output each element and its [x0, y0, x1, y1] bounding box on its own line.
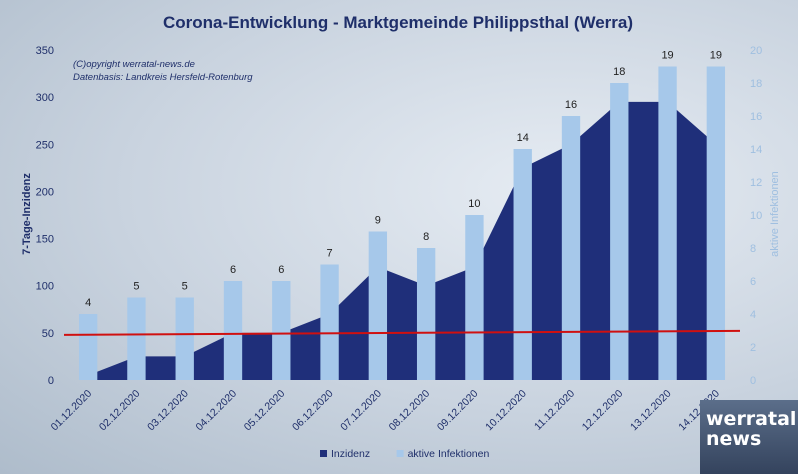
y2-tick-label: 4 — [750, 309, 756, 321]
bar-active-infections — [513, 149, 532, 380]
y2-tick-label: 8 — [750, 243, 756, 255]
chart-title: Corona-Entwicklung - Marktgemeinde Phili… — [163, 13, 633, 32]
bar-data-label: 8 — [423, 231, 429, 243]
y-tick-label: 100 — [36, 281, 54, 293]
logo-line1: werratal — [706, 408, 797, 430]
bar-data-label: 9 — [375, 215, 381, 227]
x-tick-label: 10.12.2020 — [483, 388, 529, 434]
reference-line-50 — [63, 329, 741, 336]
y-tick-label: 350 — [36, 45, 54, 57]
bar-data-label: 10 — [468, 198, 480, 210]
y-tick-label: 150 — [36, 234, 54, 246]
y-tick-label: 50 — [42, 328, 54, 340]
x-tick-label: 13.12.2020 — [628, 388, 674, 434]
bar-active-infections — [127, 297, 146, 380]
bar-active-infections — [465, 215, 484, 380]
bar-data-label: 4 — [85, 297, 91, 309]
bar-data-label: 14 — [517, 132, 529, 144]
bar-data-label: 19 — [661, 50, 673, 62]
x-tick-label: 03.12.2020 — [145, 388, 191, 434]
y2-tick-label: 10 — [750, 210, 762, 222]
y2-tick-label: 16 — [750, 111, 762, 123]
y-tick-label: 250 — [36, 139, 54, 151]
x-tick-label: 12.12.2020 — [580, 388, 626, 434]
bar-active-infections — [78, 314, 98, 380]
y-axis-label: 7-Tage-Inzidenz — [21, 173, 33, 255]
y2-tick-label: 12 — [750, 177, 762, 189]
bar-active-infections — [223, 281, 243, 380]
bar-active-infections — [368, 231, 388, 380]
x-tick-label: 06.12.2020 — [290, 388, 336, 434]
werratal-news-logo: werratal news — [700, 400, 798, 474]
x-tick-label: 07.12.2020 — [338, 388, 384, 434]
bar-data-label: 6 — [278, 264, 284, 276]
bar-data-label: 18 — [613, 66, 625, 78]
bar-active-infections — [610, 83, 629, 380]
legend-label: aktive Infektionen — [408, 448, 490, 460]
x-tick-label: 09.12.2020 — [435, 388, 481, 434]
logo-line2: news — [706, 428, 762, 450]
bar-active-infections — [416, 248, 436, 380]
x-tick-label: 05.12.2020 — [242, 388, 288, 434]
x-tick-label: 02.12.2020 — [97, 388, 143, 434]
bar-data-label: 16 — [565, 99, 577, 111]
bar-data-label: 5 — [182, 281, 188, 293]
legend-swatch — [320, 450, 327, 457]
bar-active-infections — [658, 66, 677, 380]
y2-tick-label: 18 — [750, 78, 762, 90]
bar-data-label: 6 — [230, 264, 236, 276]
bar-active-infections — [706, 66, 726, 380]
source-annotation: Datenbasis: Landkreis Hersfeld-Rotenburg — [73, 72, 253, 83]
y2-axis-label: aktive Infektionen — [769, 171, 781, 257]
bar-data-label: 5 — [133, 281, 139, 293]
y2-tick-label: 0 — [750, 375, 756, 387]
bar-active-infections — [561, 116, 581, 380]
bar-data-label: 19 — [710, 50, 722, 62]
y-tick-label: 300 — [36, 92, 54, 104]
x-tick-label: 01.12.2020 — [49, 388, 95, 434]
y-tick-label: 200 — [36, 186, 54, 198]
incidence-area — [88, 101, 716, 380]
y-tick-label: 0 — [48, 375, 54, 387]
x-tick-label: 08.12.2020 — [387, 388, 433, 434]
bar-data-label: 7 — [327, 248, 333, 260]
bar-active-infections — [272, 281, 291, 380]
y2-tick-label: 20 — [750, 45, 762, 57]
legend-swatch — [396, 450, 404, 457]
bar-active-infections — [175, 297, 194, 380]
x-tick-label: 04.12.2020 — [193, 388, 239, 434]
y2-tick-label: 6 — [750, 276, 756, 288]
legend-label: Inzidenz — [331, 448, 370, 460]
y2-tick-label: 14 — [750, 144, 762, 156]
x-tick-label: 11.12.2020 — [532, 388, 577, 433]
bar-active-infections — [320, 264, 339, 380]
y2-tick-label: 2 — [750, 342, 756, 354]
copyright-annotation: (C)opyright werratal-news.de — [73, 59, 195, 70]
